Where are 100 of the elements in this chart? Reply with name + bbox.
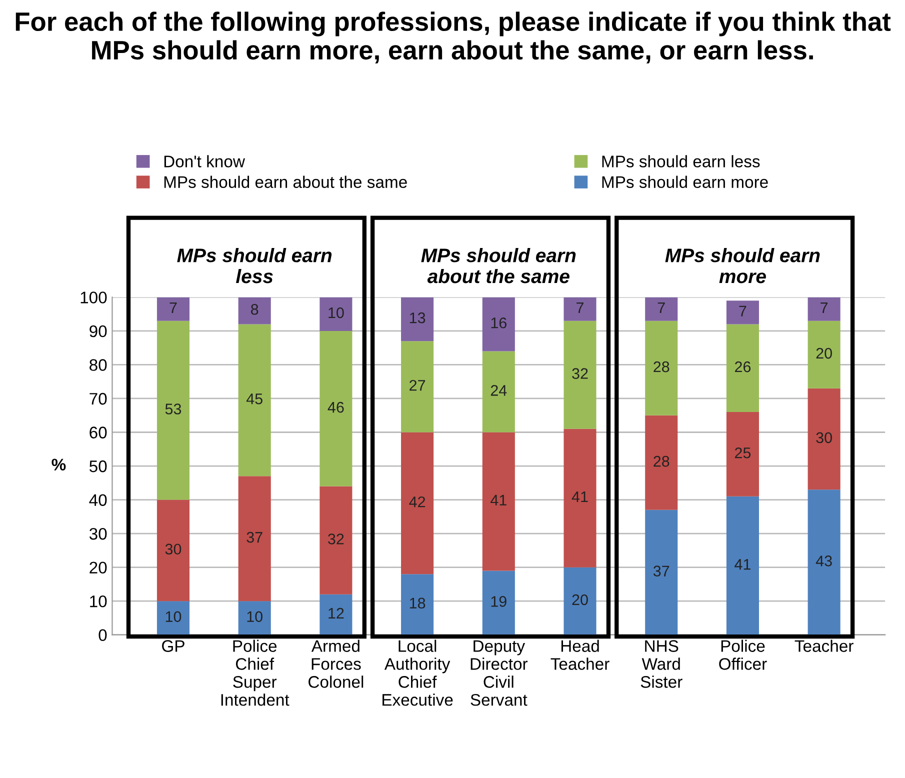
bar — [726, 324, 759, 412]
data-label: 7 — [170, 302, 177, 313]
data-label: 12 — [328, 608, 344, 619]
data-label: 37 — [246, 532, 262, 543]
data-label: 30 — [165, 544, 182, 555]
bar — [401, 432, 434, 574]
bar — [564, 567, 596, 635]
data-label: 26 — [734, 361, 751, 372]
bar — [564, 297, 596, 321]
data-label: 18 — [410, 598, 426, 609]
bar — [564, 428, 596, 568]
data-label: 10 — [247, 611, 262, 622]
data-label: 8 — [251, 304, 258, 315]
data-label: 32 — [328, 534, 344, 544]
text: MPs should earn more — [665, 248, 820, 284]
data-label: 41 — [490, 494, 506, 506]
bar — [320, 330, 352, 486]
data-label: 30 — [816, 432, 832, 444]
bar — [320, 486, 352, 594]
legend-label: MPs should earn less — [602, 155, 760, 168]
text: MPs should earn less — [177, 248, 332, 284]
bar — [482, 351, 515, 432]
y-tick-label: 60 — [90, 426, 107, 438]
data-label: 13 — [410, 312, 426, 324]
y-tick-label: 100 — [80, 292, 107, 304]
data-label: 20 — [572, 594, 588, 606]
bar — [156, 500, 190, 602]
bar — [726, 300, 759, 324]
bar — [645, 415, 678, 510]
bar — [156, 601, 190, 635]
data-label: 7 — [658, 302, 665, 313]
y-tick-label: 80 — [90, 359, 107, 371]
y-tick-label: 50 — [89, 460, 107, 472]
bar — [156, 320, 190, 500]
bar — [320, 297, 352, 331]
x-tick-label: Police Chief Super Intendent — [221, 640, 290, 706]
data-label: 42 — [409, 496, 426, 508]
data-label: 28 — [654, 456, 670, 467]
bar — [482, 297, 515, 352]
data-label: 53 — [165, 404, 182, 414]
data-label: 19 — [491, 596, 506, 607]
data-label: 10 — [166, 611, 182, 622]
bar — [808, 297, 840, 321]
legend-label: MPs should earn more — [602, 176, 768, 188]
data-label: 24 — [490, 385, 507, 396]
y-tick-label: 40 — [89, 494, 107, 506]
data-label: 43 — [816, 556, 832, 566]
bar — [238, 324, 271, 476]
bar — [808, 388, 840, 490]
x-tick-label: NHS Ward Sister — [640, 640, 682, 688]
bar — [401, 297, 434, 342]
x-tick-label: Local Authority Chief Executive — [382, 640, 453, 706]
data-label: 20 — [816, 348, 832, 359]
y-tick-label: 10 — [90, 595, 107, 608]
x-tick-label: Deputy Director Civil Servant — [470, 640, 528, 706]
x-tick-label: Head Teacher — [550, 640, 610, 670]
data-label: 32 — [572, 368, 588, 379]
x-tick-label: Teacher — [794, 640, 854, 652]
legend-label: MPs should earn about the same — [164, 176, 407, 188]
data-label: 41 — [572, 492, 588, 502]
bar — [564, 320, 596, 429]
x-tick-label: Armed Forces Colonel — [308, 640, 364, 688]
chart-title: For each of the following professions, please indicate if you think that MPs should earn more, earn about the same, or earn less. — [16, 12, 891, 64]
x-tick-label: GP — [162, 640, 184, 652]
data-label: 25 — [734, 447, 751, 458]
data-label: 10 — [328, 307, 344, 318]
bar — [320, 594, 352, 635]
data-label: 16 — [491, 317, 506, 328]
bar — [726, 412, 759, 496]
y-tick-label: 90 — [90, 325, 107, 338]
data-label: 45 — [246, 394, 262, 404]
data-label: 27 — [410, 380, 426, 391]
bar — [482, 570, 515, 635]
y-tick-label: 30 — [89, 528, 107, 540]
data-label: 46 — [328, 402, 344, 413]
bar — [482, 432, 515, 571]
bar — [645, 320, 678, 416]
bar — [726, 496, 759, 635]
text: MPs should earn about the same — [421, 248, 576, 284]
bar — [156, 297, 190, 321]
bar — [808, 320, 840, 388]
x-tick-label: Police Officer — [719, 640, 767, 670]
data-label: 7 — [739, 306, 746, 316]
y-tick-label: 20 — [90, 562, 107, 574]
y-tick-label: 0 — [98, 629, 107, 642]
data-label: 7 — [576, 302, 584, 313]
bar — [645, 510, 678, 635]
legend-label: Don't know — [164, 155, 246, 168]
bar — [401, 341, 434, 432]
data-label: 7 — [820, 302, 828, 313]
data-label: 37 — [653, 566, 670, 576]
y-tick-label: 70 — [90, 392, 107, 405]
bar — [238, 601, 271, 635]
y-axis-title: % — [52, 458, 66, 470]
bar — [808, 490, 840, 635]
data-label: 28 — [654, 361, 670, 372]
bar — [238, 476, 271, 602]
data-label: 41 — [734, 559, 750, 570]
bar — [401, 574, 434, 635]
bar — [238, 297, 271, 324]
